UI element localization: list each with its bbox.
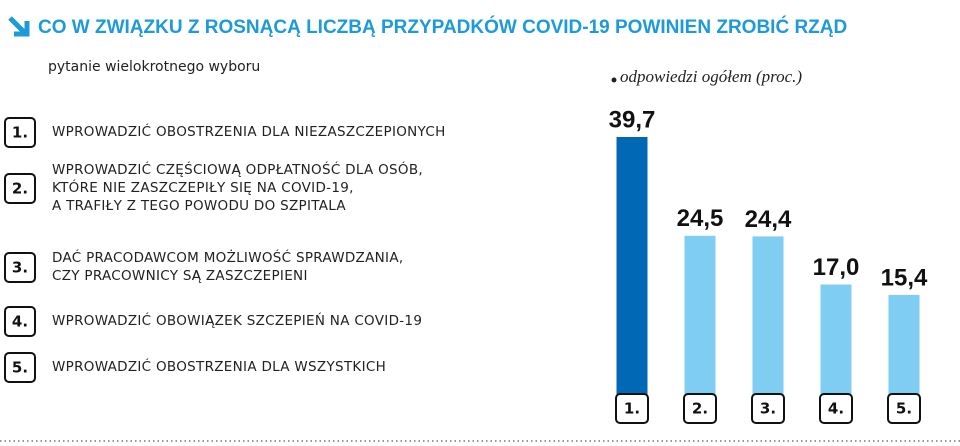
item-text: DAĆ PRACODAWCOM MOŻLIWOŚĆ SPRAWDZANIA, xyxy=(52,248,403,266)
number-box xyxy=(4,252,36,283)
x-tick-label: 2. xyxy=(692,400,708,418)
x-tick-label: 3. xyxy=(760,400,776,418)
bar xyxy=(888,294,920,395)
value-label: 39,7 xyxy=(609,106,656,133)
bar xyxy=(684,235,716,395)
bar xyxy=(820,284,852,395)
item-number: 2. xyxy=(12,180,28,198)
item-text: CZY PRACOWNICY SĄ ZASZCZEPIENI xyxy=(52,268,308,284)
item-number: 4. xyxy=(12,313,28,331)
category-box xyxy=(887,393,921,424)
item-number: 3. xyxy=(12,259,28,277)
category-box xyxy=(751,393,785,424)
item-text: A TRAFIŁY Z TEGO POWODU DO SZPITALA xyxy=(52,198,346,214)
item-number: 5. xyxy=(12,359,28,377)
item-text: WPROWADZIĆ CZĘŚCIOWĄ ODPŁATNOŚĆ DLA OSÓB… xyxy=(52,160,423,178)
x-tick-label: 1. xyxy=(624,400,640,418)
value-label: 15,4 xyxy=(881,264,928,291)
item-text: WPROWADZIĆ OBOWIĄZEK SZCZEPIEŃ NA COVID-… xyxy=(52,311,422,329)
note-dot xyxy=(611,77,617,83)
x-tick-label: 5. xyxy=(896,400,912,418)
number-box xyxy=(4,117,36,148)
x-tick-label: 4. xyxy=(828,400,844,418)
bar xyxy=(752,236,784,395)
item-number: 1. xyxy=(12,124,28,142)
category-box xyxy=(683,393,717,424)
item-text: WPROWADZIĆ OBOSTRZENIA DLA WSZYSTKICH xyxy=(52,357,386,375)
arrow-icon xyxy=(8,16,30,37)
category-box xyxy=(819,393,853,424)
value-label: 17,0 xyxy=(813,254,860,281)
number-box xyxy=(4,306,36,337)
item-text: WPROWADZIĆ OBOSTRZENIA DLA NIEZASZCZEPIO… xyxy=(52,122,446,140)
subtitle: pytanie wielokrotnego wyboru xyxy=(48,59,260,75)
bar xyxy=(616,137,648,395)
number-box xyxy=(4,173,36,204)
number-box xyxy=(4,352,36,383)
value-label: 24,4 xyxy=(745,206,792,233)
item-text: KTÓRE NIE ZASZCZEPIŁY SIĘ NA COVID-19, xyxy=(52,178,354,196)
chart-title: CO W ZWIĄZKU Z ROSNĄCĄ LICZBĄ PRZYPADKÓW… xyxy=(38,16,847,38)
value-label: 24,5 xyxy=(677,205,724,232)
category-box xyxy=(615,393,649,424)
note: odpowiedzi ogółem (proc.) xyxy=(620,67,802,86)
